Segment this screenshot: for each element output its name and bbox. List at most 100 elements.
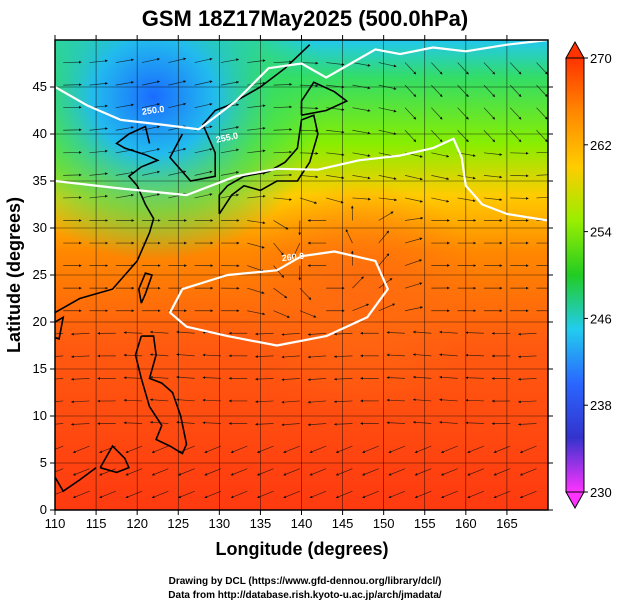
streamline-arrow bbox=[71, 377, 90, 381]
streamline-arrow bbox=[309, 468, 327, 476]
streamline-arrow bbox=[352, 276, 364, 289]
x-tick-label: 140 bbox=[291, 516, 313, 531]
y-tick-label: 20 bbox=[33, 314, 47, 329]
streamline-arrow bbox=[431, 197, 450, 203]
streamline-arrow bbox=[151, 468, 169, 476]
streamline-arrow bbox=[123, 353, 143, 357]
streamline-arrow bbox=[281, 400, 300, 404]
streamline-arrow bbox=[142, 103, 161, 109]
streamline-arrow bbox=[335, 445, 353, 453]
streamline-arrow bbox=[362, 445, 379, 453]
streamline-arrow bbox=[151, 445, 169, 453]
streamline-arrow bbox=[283, 468, 300, 476]
streamline-arrow bbox=[483, 62, 496, 75]
streamline-arrow bbox=[273, 197, 292, 201]
streamline-arrow bbox=[202, 398, 221, 402]
x-tick-label: 115 bbox=[86, 516, 107, 531]
coastline bbox=[55, 315, 65, 340]
streamline-arrow bbox=[247, 194, 266, 199]
streamline-arrow bbox=[149, 375, 169, 379]
streamline-arrow bbox=[72, 468, 90, 476]
streamline-arrow bbox=[273, 310, 290, 318]
streamline-arrow bbox=[299, 175, 319, 179]
streamline-arrow bbox=[333, 355, 353, 358]
colorbar-tick-label: 238 bbox=[590, 398, 612, 413]
streamline-arrow bbox=[483, 107, 496, 120]
streamline-arrow bbox=[352, 107, 371, 112]
streamline-arrow bbox=[404, 216, 424, 221]
contour-label: 250.0 bbox=[141, 104, 165, 117]
streamline-arrow bbox=[255, 400, 274, 404]
x-tick-label: 150 bbox=[373, 516, 395, 531]
streamline-arrow bbox=[194, 193, 213, 199]
y-tick-label: 25 bbox=[33, 267, 47, 282]
streamline-arrow bbox=[71, 332, 90, 336]
streamline-arrow bbox=[509, 107, 522, 120]
streamline-arrow bbox=[71, 422, 90, 426]
streamline-arrow bbox=[510, 196, 529, 200]
streamline-arrow bbox=[352, 303, 370, 312]
streamline-arrow bbox=[307, 332, 327, 336]
streamline-arrow bbox=[72, 490, 90, 499]
contour-line bbox=[55, 137, 548, 222]
streamline-arrow bbox=[202, 421, 221, 425]
streamline-arrow bbox=[519, 445, 537, 453]
streamline-arrow bbox=[309, 445, 327, 453]
streamline-arrow bbox=[326, 175, 345, 180]
streamline-arrow bbox=[404, 107, 417, 120]
streamline-arrow bbox=[326, 129, 345, 134]
y-tick-label: 0 bbox=[40, 502, 47, 517]
coastlines bbox=[55, 44, 349, 493]
streamline-arrow bbox=[352, 197, 371, 201]
streamline-arrow bbox=[510, 151, 529, 155]
streamline-arrow bbox=[299, 84, 319, 88]
streamline-arrow bbox=[299, 197, 318, 204]
streamline-arrow bbox=[519, 490, 537, 499]
x-axis-label: Longitude (degrees) bbox=[215, 539, 388, 559]
streamline-arrow bbox=[457, 130, 469, 143]
streamline-arrow bbox=[388, 445, 406, 453]
x-tick-label: 135 bbox=[250, 516, 272, 531]
streamline-arrow bbox=[326, 197, 344, 204]
streamline-arrow bbox=[412, 375, 432, 379]
streamline-arrow bbox=[255, 332, 274, 336]
y-axis-label: Latitude (degrees) bbox=[4, 197, 24, 353]
streamline-arrow bbox=[386, 421, 406, 425]
streamline-arrow bbox=[123, 421, 143, 425]
streamline-arrow bbox=[386, 331, 406, 334]
streamline-arrow bbox=[273, 242, 284, 256]
streamline-arrow bbox=[194, 57, 213, 63]
streamline-arrow bbox=[404, 175, 423, 181]
streamline-arrow bbox=[333, 332, 353, 336]
streamline-arrow bbox=[309, 490, 327, 499]
y-axis-ticks: 0 5 10 15 20 25 30 35 40 45 bbox=[33, 79, 553, 517]
streamline-arrow bbox=[281, 355, 300, 359]
streamline-arrow bbox=[483, 197, 503, 202]
streamline-arrow bbox=[230, 445, 248, 453]
streamline-arrow bbox=[256, 490, 274, 499]
streamline-arrow bbox=[412, 420, 432, 424]
y-tick-label: 10 bbox=[33, 408, 47, 423]
streamline-arrow bbox=[151, 490, 169, 499]
streamline-arrow bbox=[519, 468, 537, 476]
x-tick-label: 120 bbox=[126, 516, 148, 531]
streamline-arrow bbox=[115, 193, 134, 199]
streamline-arrow bbox=[457, 62, 469, 75]
streamline-arrow bbox=[510, 174, 529, 178]
streamline-arrow bbox=[439, 353, 458, 357]
streamline-arrow bbox=[281, 423, 300, 427]
coastline bbox=[137, 272, 154, 304]
streamline-arrow bbox=[386, 376, 406, 380]
streamline-arrow bbox=[220, 171, 240, 176]
streamline-arrow bbox=[178, 468, 195, 476]
coastline bbox=[55, 467, 97, 493]
footer-credit-line-2: Data from http://database.rish.kyoto-u.a… bbox=[168, 590, 442, 601]
streamline-arrow bbox=[431, 130, 443, 143]
streamline-arrow bbox=[333, 400, 353, 404]
x-axis-ticks: 110 115 120 125 130 135 140 145 150 155 160 165 bbox=[45, 35, 518, 531]
streamline-arrow bbox=[388, 468, 406, 476]
streamline-arrow bbox=[255, 377, 274, 381]
x-tick-label: 110 bbox=[45, 516, 66, 531]
streamline-arrow bbox=[517, 355, 537, 359]
streamline-arrow bbox=[178, 490, 195, 499]
